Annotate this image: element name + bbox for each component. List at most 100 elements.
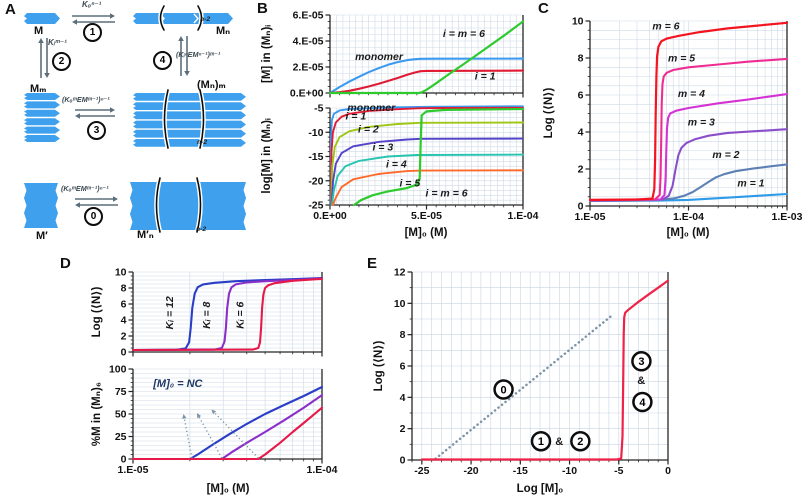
series-m=3 <box>588 128 789 202</box>
circled-step-4 <box>632 391 653 413</box>
svg-text:8: 8 <box>400 329 406 341</box>
svg-text:2.E-05: 2.E-05 <box>293 62 324 74</box>
svg-text:2: 2 <box>121 331 127 343</box>
series-monomer <box>329 105 524 206</box>
svg-text:2: 2 <box>400 423 406 435</box>
species-mprimen-label: M′ₙ <box>137 229 154 241</box>
annotation-label: i = m = 6 <box>426 187 468 199</box>
constant-k0-label: (KₒᵐEMᵐ⁻¹)ⁿ⁻¹ <box>61 184 109 193</box>
annotation-label: i = m = 6 <box>443 28 485 40</box>
species-mm-label: Mₘ <box>30 83 47 95</box>
x-axis-title: [M]₀ (M) <box>207 483 250 495</box>
svg-text:0: 0 <box>665 465 671 477</box>
svg-text:4: 4 <box>639 397 646 409</box>
svg-text:-5: -5 <box>614 465 623 477</box>
series-Ki=8 <box>131 277 324 352</box>
brackets <box>154 4 206 233</box>
svg-text:6: 6 <box>400 361 406 373</box>
svg-text:-20: -20 <box>463 465 478 477</box>
step-1-badge: 1 <box>83 23 102 42</box>
circled-step-0 <box>493 379 514 400</box>
annotation-label: Kᵢ = 12 <box>164 296 176 329</box>
scheme-graphics-icon <box>24 4 246 233</box>
series-i=5 <box>331 169 524 206</box>
series-i=4 <box>330 153 524 206</box>
annotation-label: m = 2 <box>712 149 739 161</box>
bracket-subscript-1: n-2 <box>200 16 211 23</box>
series-i=m=6 <box>328 20 525 95</box>
series-i=1 <box>328 69 525 95</box>
svg-text:-10: -10 <box>308 127 323 139</box>
chart-B-top: 0.E+00 2.E-05 4.E-05 6.E-05 monomer i = m = 6… <box>261 10 525 100</box>
svg-text:10: 10 <box>394 298 406 310</box>
series-i=2 <box>330 121 524 206</box>
svg-text:2: 2 <box>577 436 583 448</box>
x-axis-title: Log [M]₀ <box>517 483 564 495</box>
series-Ki=6 <box>131 406 324 461</box>
svg-text:-15: -15 <box>513 465 528 477</box>
svg-text:0: 0 <box>121 347 127 359</box>
annotation-label: monomer <box>347 102 396 114</box>
series-m=4 <box>588 93 789 202</box>
circled-step-3 <box>631 351 652 372</box>
svg-text:5.E-05: 5.E-05 <box>411 210 442 222</box>
constant-k4-label: (KᵢⁿEMⁿ⁻¹)ᵐ⁻¹ <box>176 50 221 59</box>
svg-text:-20: -20 <box>308 175 323 187</box>
panel-label-b: B <box>257 0 268 17</box>
svg-text:6: 6 <box>578 90 584 102</box>
panel-label-c: C <box>538 0 549 17</box>
step-2-badge: 2 <box>52 52 71 71</box>
series-Ki=8 <box>131 394 324 461</box>
annotation-label: m = 6 <box>652 20 679 32</box>
chart-C: 1.E-05 1.E-04 1.E-03 0 2 4 6 8 10 m = 6 m = 5 m = 4… <box>543 16 803 240</box>
svg-text:25: 25 <box>115 431 127 443</box>
panel-label-e: E <box>367 255 378 272</box>
annotation-label: m = 1 <box>737 178 764 190</box>
chart-D-top: 0 2 4 6 8 10 Kᵢ = 12 Kᵢ = 8 Kᵢ = 6 Log (⟨N⟩) <box>91 267 324 359</box>
species-m-label: M <box>34 25 44 37</box>
series-Ki=6 <box>131 277 324 352</box>
y-axis-title: Log (⟨N⟩) <box>543 87 555 138</box>
svg-text:10: 10 <box>572 16 584 28</box>
species-mprime-label: M′ <box>36 230 48 242</box>
series-monomer <box>328 57 525 95</box>
chart-D-bottom: 1.E-05 1.E-04 0 25 50 75 100 [M]₀ = NC [M]₀ (M)%… <box>91 364 338 496</box>
svg-text:8: 8 <box>121 283 127 295</box>
annotation-label: i = 4 <box>386 159 407 171</box>
series-nucleated-red <box>420 279 670 461</box>
annotation-label: i = 1 <box>475 70 496 82</box>
svg-text:6.E-05: 6.E-05 <box>293 10 324 22</box>
svg-text:12: 12 <box>394 267 406 279</box>
svg-text:3: 3 <box>638 356 644 368</box>
annotation-label: & <box>637 375 645 387</box>
svg-text:1: 1 <box>538 436 544 448</box>
bracket-subscript-3: n-2 <box>196 226 207 233</box>
y-axis-title: Log (⟨N⟩) <box>373 340 385 391</box>
svg-text:-10: -10 <box>562 465 577 477</box>
species-mn-label: Mₙ <box>216 25 231 37</box>
annotation-label: & <box>555 436 563 448</box>
panel-a-scheme: M Mₙ Mₘ (Mₙ)ₘ M′ M′ₙ Kₒⁿ⁻¹ Kᵢᵐ⁻¹ (KᵢⁿEMⁿ… <box>0 0 256 250</box>
annotation-label: [M]₀ = NC <box>152 378 203 390</box>
series-i=1 <box>329 106 524 206</box>
annotation-label: Kᵢ = 6 <box>235 301 247 328</box>
series-i=3 <box>330 137 524 206</box>
svg-text:8: 8 <box>578 53 584 65</box>
annotation-label: i = 2 <box>358 124 379 136</box>
series-Ki=12 <box>131 385 324 461</box>
annotation-label: m = 3 <box>688 117 715 129</box>
svg-text:0: 0 <box>578 201 584 213</box>
x-axis-title: [M]₀ (M) <box>667 227 710 239</box>
annotation-label: m = 4 <box>678 88 705 100</box>
annotation-label: Kᵢ = 8 <box>201 301 213 328</box>
svg-text:4: 4 <box>400 392 406 404</box>
y-axis-title: %M in (Mₙ)₆ <box>91 382 103 446</box>
species-mnm-label: (Mₙ)ₘ <box>197 79 226 91</box>
x-axis-title: [M]₀ (M) <box>405 227 448 239</box>
svg-text:2: 2 <box>578 164 584 176</box>
svg-text:1.E-05: 1.E-05 <box>575 211 606 223</box>
chart-B-bottom: 0.E+00 5.E-05 1.E-04-5-10-15-20-25monomeri… <box>261 102 539 239</box>
svg-text:4: 4 <box>578 127 584 139</box>
